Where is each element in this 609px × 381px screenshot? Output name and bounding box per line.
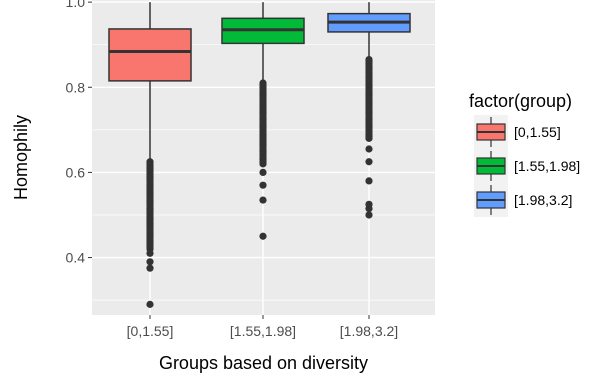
outlier-point [365, 204, 373, 213]
box-group [221, 2, 305, 240]
boxes [108, 2, 411, 308]
outlier-point [259, 181, 267, 189]
outlier-point [365, 177, 373, 185]
box-group [327, 2, 411, 219]
outlier-point [365, 55, 373, 64]
outlier-point [365, 158, 373, 166]
outlier-point [146, 300, 154, 308]
legend: factor(group) [0,1.55] [1.55,1.98] [1.98,3… [469, 91, 580, 217]
outlier-point [365, 145, 373, 153]
box-iqr [108, 28, 192, 82]
legend-label: [1.98,3.2] [514, 192, 572, 208]
outlier-point [146, 264, 154, 272]
outlier-point [259, 196, 267, 204]
outliers [259, 79, 267, 240]
outlier-point [259, 232, 267, 240]
box-group [108, 2, 192, 308]
x-tick-label: [0,1.55] [127, 323, 174, 339]
y-axis-title: Homophily [11, 115, 31, 200]
y-tick-label: 1.0 [66, 0, 86, 10]
y-tick-label: 0.4 [66, 250, 86, 266]
outlier-point [259, 79, 267, 87]
y-tick-label: 0.8 [66, 79, 86, 95]
outlier-point [146, 258, 154, 266]
x-tick-label: [1.98,3.2] [340, 323, 398, 339]
y-axis-ticks: 0.4 0.6 0.8 1.0 [66, 0, 92, 266]
legend-key [474, 115, 508, 149]
x-tick-label: [1.55,1.98] [230, 323, 296, 339]
outlier-point [146, 158, 154, 166]
x-axis-ticks: [0,1.55] [1.55,1.98] [1.98,3.2] [127, 315, 398, 339]
outlier-point [259, 168, 267, 176]
outliers [146, 158, 154, 308]
outlier-point [365, 211, 373, 219]
outliers [365, 55, 373, 219]
outlier-point [146, 249, 154, 257]
legend-label: [0,1.55] [514, 124, 561, 140]
x-axis-title: Groups based on diversity [159, 353, 368, 373]
legend-key [474, 183, 508, 217]
y-tick-label: 0.6 [66, 164, 86, 180]
legend-title: factor(group) [469, 91, 572, 111]
legend-label: [1.55,1.98] [514, 158, 580, 174]
legend-key [474, 149, 508, 183]
